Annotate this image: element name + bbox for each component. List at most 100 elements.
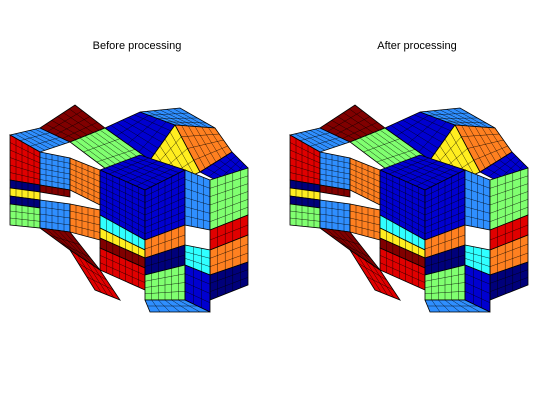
mesh-block-8-gridlines <box>105 156 180 188</box>
mesh-block-19-gridlines <box>99 172 146 237</box>
mesh-block-22-gridlines <box>106 231 139 256</box>
mesh-block-28 <box>184 169 211 231</box>
mesh-block-25-gridlines <box>144 227 186 256</box>
mesh-block-3-gridlines <box>390 114 451 155</box>
mesh-block-11-gridlines <box>349 160 381 202</box>
mesh-block-26-gridlines <box>424 247 466 274</box>
mesh-block-13 <box>319 184 351 198</box>
mesh-block-34-gridlines <box>464 268 491 308</box>
mesh-block-28-gridlines <box>464 172 491 229</box>
mesh-block-13-gridlines <box>45 186 65 196</box>
mesh-block-23-gridlines <box>106 240 139 266</box>
mesh-block-4-gridlines <box>146 108 209 128</box>
mesh-block-11-gridlines <box>69 160 101 202</box>
mesh-block-11 <box>69 157 101 206</box>
mesh-block-16-face <box>289 203 321 229</box>
mesh-block-1-gridlines <box>325 108 380 140</box>
mesh-block-18-face <box>69 203 101 241</box>
mesh-block-9-gridlines <box>9 138 41 184</box>
mesh-block-2-gridlines <box>354 129 425 171</box>
mesh-block-15-gridlines <box>295 196 315 208</box>
mesh-block-0-gridlines <box>294 128 346 151</box>
mesh-block-16-gridlines <box>9 204 41 228</box>
mesh-block-21-gridlines <box>106 218 139 247</box>
mesh-block-35 <box>424 299 491 313</box>
mesh-block-26-gridlines <box>144 247 186 274</box>
mesh-block-21-gridlines <box>386 218 419 247</box>
mesh-block-10 <box>39 151 71 191</box>
mesh-block-34-gridlines <box>184 268 211 308</box>
mesh-block-8-gridlines <box>385 156 460 188</box>
mesh-block-13-face <box>319 184 351 198</box>
mesh-block-37-face <box>349 249 402 301</box>
mesh-block-28-gridlines <box>184 172 211 229</box>
mesh-plot-before <box>8 104 249 313</box>
mesh-block-13-gridlines <box>325 186 345 196</box>
mesh-block-20-gridlines <box>144 173 186 238</box>
mesh-block-37 <box>349 249 402 301</box>
panel-title-after: After processing <box>377 40 457 52</box>
mesh-block-14-gridlines <box>295 188 315 200</box>
mesh-block-17 <box>39 199 71 233</box>
mesh-block-12-gridlines <box>15 181 35 192</box>
mesh-block-18-gridlines <box>69 205 101 239</box>
mesh-block-30-gridlines <box>489 218 529 247</box>
mesh-block-37 <box>69 249 122 301</box>
mesh-block-33-gridlines <box>464 246 491 272</box>
mesh-block-20-gridlines <box>424 173 466 238</box>
mesh-block-2-gridlines <box>74 129 145 171</box>
mesh-block-37-gridlines <box>357 254 394 298</box>
mesh-block-1-gridlines <box>45 108 100 140</box>
mesh-block-3-gridlines <box>110 114 171 155</box>
mesh-block-16-gridlines <box>289 204 321 228</box>
mesh-block-10 <box>319 151 351 191</box>
mesh-block-5-gridlines <box>461 125 508 169</box>
mesh-block-37-gridlines <box>77 254 114 298</box>
mesh-block-27-gridlines <box>144 266 186 300</box>
mesh-block-36-gridlines <box>325 228 375 267</box>
mesh-block-32-gridlines <box>209 264 249 297</box>
mesh-block-23-gridlines <box>386 240 419 266</box>
mesh-block-33-gridlines <box>184 246 211 272</box>
mesh-block-27-gridlines <box>424 266 466 300</box>
mesh-block-29-gridlines <box>209 170 249 227</box>
mesh-block-15-gridlines <box>15 196 35 208</box>
mesh-block-27 <box>144 264 186 301</box>
mesh-block-17 <box>319 199 351 233</box>
mesh-block-18-gridlines <box>349 205 381 239</box>
mesh-block-0-gridlines <box>14 128 66 151</box>
mesh-block-18 <box>349 203 381 241</box>
panel-title-before: Before processing <box>92 40 182 52</box>
mesh-block-27 <box>424 264 466 301</box>
mesh-block-12-gridlines <box>295 181 315 192</box>
mesh-block-31-gridlines <box>489 238 529 273</box>
mesh-block-35-gridlines <box>147 299 201 313</box>
mesh-block-16 <box>289 203 321 229</box>
mesh-block-30-gridlines <box>209 218 249 247</box>
mesh-block-16-face <box>9 203 41 229</box>
mesh-block-19 <box>99 169 146 241</box>
mesh-block-11 <box>349 157 381 206</box>
mesh-block-35-gridlines <box>427 299 481 313</box>
mesh-block-4-gridlines <box>426 108 489 128</box>
mesh-block-10-gridlines <box>39 153 71 189</box>
mesh-block-32-gridlines <box>489 264 529 297</box>
mesh-block-9-gridlines <box>289 138 321 184</box>
mesh-block-17-gridlines <box>39 200 71 232</box>
mesh-block-18 <box>69 203 101 241</box>
mesh-block-24-gridlines <box>99 250 146 288</box>
mesh-block-16 <box>9 203 41 229</box>
mesh-block-28 <box>464 169 491 231</box>
mesh-block-13-face <box>39 184 71 198</box>
mesh-block-14-gridlines <box>15 188 35 200</box>
mesh-block-10-face <box>319 151 351 191</box>
mesh-block-25-gridlines <box>424 227 466 256</box>
mesh-block-24-gridlines <box>379 250 426 288</box>
mesh-block-35 <box>144 299 211 313</box>
mesh-block-17-gridlines <box>319 200 351 232</box>
mesh-block-22-gridlines <box>386 231 419 256</box>
mesh-block-10-face <box>39 151 71 191</box>
mesh-block-13 <box>39 184 71 198</box>
mesh-block-31-gridlines <box>209 238 249 273</box>
mesh-block-29-gridlines <box>489 170 529 227</box>
